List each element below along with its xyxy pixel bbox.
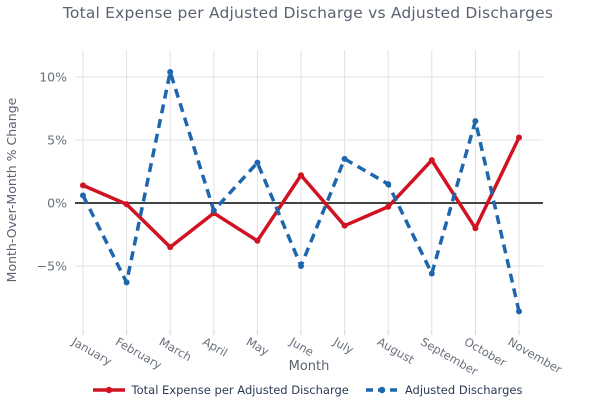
y-tick-label: 5%	[47, 133, 67, 148]
legend-label-adjusted-discharges: Adjusted Discharges	[404, 383, 523, 397]
dashed-line-marker-icon	[365, 386, 398, 394]
data-point-marker[interactable]	[80, 192, 86, 199]
data-point-marker[interactable]	[428, 270, 435, 277]
data-point-marker[interactable]	[472, 118, 479, 125]
y-axis-title: Month-Over-Month % Change	[4, 97, 19, 282]
data-point-marker[interactable]	[167, 68, 174, 75]
x-axis-title: Month	[289, 359, 330, 374]
data-point-marker[interactable]	[254, 159, 261, 166]
chart-title: Total Expense per Adjusted Discharge vs …	[62, 4, 554, 22]
y-tick-label: 0%	[47, 196, 67, 211]
data-point-marker[interactable]	[167, 244, 174, 251]
data-point-marker[interactable]	[516, 134, 522, 141]
data-point-marker[interactable]	[210, 207, 217, 214]
x-tick-label: January	[69, 334, 115, 369]
x-tick-label: April	[200, 334, 230, 359]
y-tick-label: −5%	[37, 259, 67, 274]
data-point-marker[interactable]	[123, 279, 130, 286]
data-point-marker[interactable]	[385, 181, 392, 188]
solid-line-marker-icon	[92, 386, 125, 394]
legend-label-total-expense: Total Expense per Adjusted Discharge	[131, 383, 349, 397]
legend-item-adjusted-discharges[interactable]: Adjusted Discharges	[365, 383, 523, 397]
x-tick-label: August	[375, 334, 417, 366]
x-tick-label: May	[244, 334, 272, 358]
x-tick-label: June	[287, 334, 317, 359]
data-point-marker[interactable]	[516, 308, 522, 315]
y-tick-label: 10%	[39, 70, 67, 85]
data-point-marker[interactable]	[472, 225, 479, 232]
data-point-marker[interactable]	[80, 182, 86, 189]
data-point-marker[interactable]	[341, 155, 348, 162]
x-tick-label: July	[330, 334, 356, 357]
data-point-marker[interactable]	[428, 157, 435, 164]
data-point-marker[interactable]	[254, 237, 261, 244]
data-point-marker[interactable]	[298, 263, 304, 269]
x-tick-label: February	[113, 334, 164, 372]
x-tick-label: November	[506, 334, 565, 376]
legend: Total Expense per Adjusted Discharge Adj…	[0, 383, 600, 397]
data-point-marker[interactable]	[341, 222, 348, 229]
data-point-marker[interactable]	[298, 172, 304, 179]
legend-item-total-expense[interactable]: Total Expense per Adjusted Discharge	[92, 383, 349, 397]
data-point-marker[interactable]	[385, 203, 392, 210]
data-point-marker[interactable]	[123, 201, 130, 208]
